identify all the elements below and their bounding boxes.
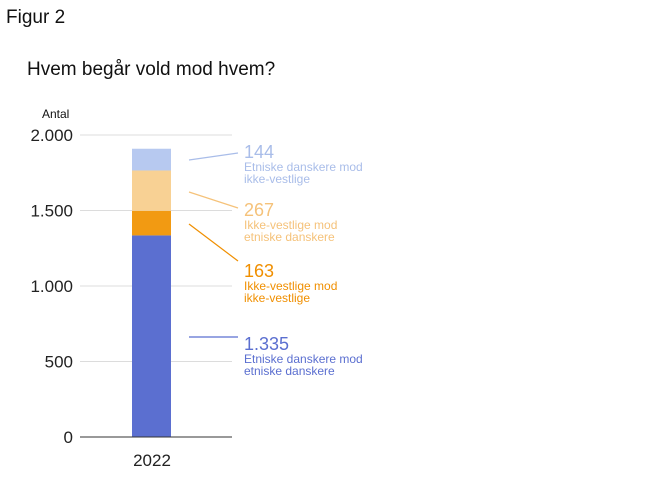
series-label: Ikke-vestlige mod <box>244 279 337 293</box>
chart-title: Hvem begår vold mod hvem? <box>27 59 276 80</box>
series-label: Etniske danskere mod <box>244 160 363 174</box>
value-label: 163 <box>244 261 274 281</box>
value-label: 144 <box>244 142 274 162</box>
value-label: 1.335 <box>244 334 289 354</box>
x-tick-label: 2022 <box>133 451 171 470</box>
bar-segment <box>132 210 171 236</box>
series-label: etniske danskere <box>244 230 335 244</box>
value-label: 267 <box>244 200 274 220</box>
series-label: etniske danskere <box>244 364 335 378</box>
series-label: ikke-vestlige <box>244 291 310 305</box>
y-tick-label: 1.500 <box>30 202 73 221</box>
series-label: Etniske danskere mod <box>244 352 363 366</box>
bar-segment <box>132 170 171 211</box>
y-tick-label: 500 <box>45 353 73 372</box>
y-tick-label: 0 <box>64 428 73 447</box>
y-axis-label: Antal <box>42 107 69 121</box>
figure-label: Figur 2 <box>6 7 66 28</box>
bar-segment <box>132 148 171 171</box>
series-label: Ikke-vestlige mod <box>244 218 337 232</box>
leader-line <box>188 191 239 209</box>
y-tick-label: 2.000 <box>30 126 73 145</box>
bar-segment <box>132 235 171 437</box>
series-label: ikke-vestlige <box>244 172 310 186</box>
leader-line <box>188 223 239 262</box>
y-tick-label: 1.000 <box>30 277 73 296</box>
leader-line <box>188 152 239 161</box>
